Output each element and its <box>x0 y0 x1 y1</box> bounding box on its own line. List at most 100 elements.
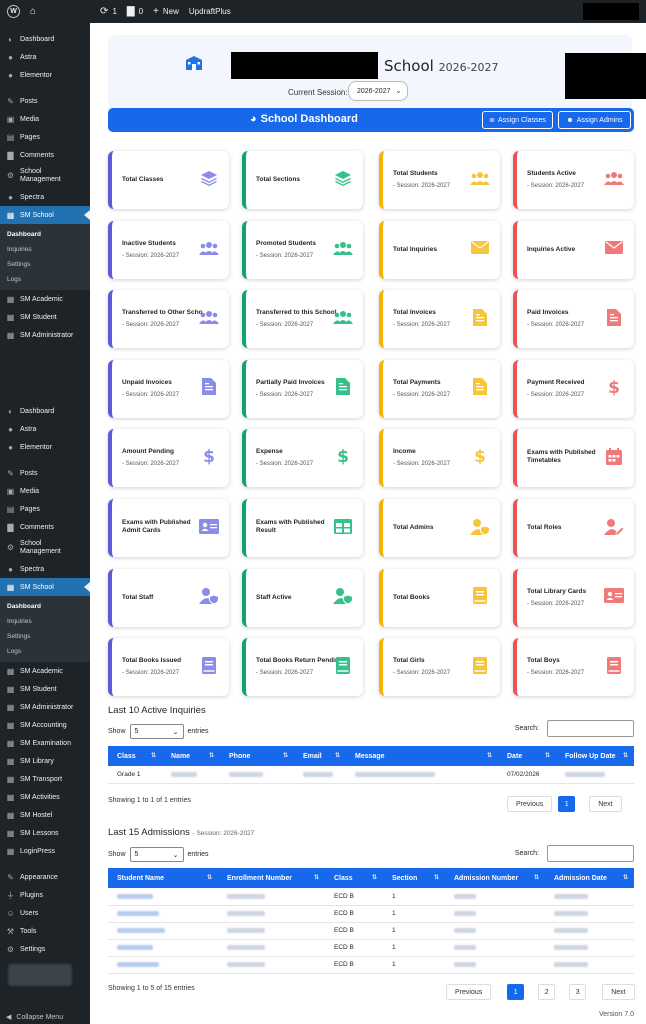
stat-card-promoted-students[interactable]: Promoted Students - Session: 2026-2027 <box>242 220 363 279</box>
column-header-class[interactable]: Class ⇅ <box>325 868 383 888</box>
sidebar-item-sm-student-2[interactable]: ▦ SM Student <box>6 684 57 694</box>
session-select[interactable]: 2026-2027 ⌄ <box>348 81 408 101</box>
sidebar-item-sm-administrator-2[interactable]: ▦ SM Administrator <box>6 702 74 712</box>
submenu-settings[interactable]: Settings <box>7 261 31 268</box>
stat-card-income[interactable]: Income - Session: 2026-2027 $ <box>379 429 500 488</box>
sidebar-item-pages[interactable]: ▤ Pages <box>6 132 40 142</box>
sidebar-item-dashboard[interactable]: ◐ Dashboard <box>0 30 90 48</box>
cell-student-name[interactable] <box>108 939 218 957</box>
stat-card-total-boys[interactable]: Total Boys - Session: 2026-2027 <box>513 638 634 697</box>
collapse-menu-button[interactable]: ◀ Collapse Menu <box>6 1013 64 1022</box>
sidebar-item-spectra[interactable]: ● Spectra <box>0 188 90 206</box>
sidebar-item-astra[interactable]: ● Astra <box>0 48 90 66</box>
sidebar-item-loginpress-2[interactable]: ▦ LoginPress <box>6 846 56 856</box>
submenu-logs-2[interactable]: Logs <box>7 648 22 655</box>
sidebar-item-sm-school-2[interactable]: ▦ SM School <box>0 578 90 596</box>
sidebar-item-sm-academic-2[interactable]: ▦ SM Academic <box>6 666 63 676</box>
stat-card-partially-paid-invoices[interactable]: Partially Paid Invoices - Session: 2026-2… <box>242 359 363 418</box>
sidebar-item-elementor-2[interactable]: ● Elementor <box>0 438 90 456</box>
sidebar-item-sm-activities-2[interactable]: ▦ SM Activities <box>6 792 60 802</box>
stat-card-total-sections[interactable]: Total Sections <box>242 151 363 209</box>
column-header-admission-date[interactable]: Admission Date ⇅ <box>545 868 634 888</box>
inquiries-search-input[interactable] <box>547 720 634 737</box>
stat-card-total-invoices[interactable]: Total Invoices - Session: 2026-2027 <box>379 290 500 349</box>
stat-card-unpaid-invoices[interactable]: Unpaid Invoices - Session: 2026-2027 <box>108 359 229 418</box>
assign-classes-button[interactable]: ≣ Assign Classes <box>482 111 553 129</box>
stat-card-transferred-to-other-scho[interactable]: Transferred to Other Scho - Session: 2026… <box>108 290 229 349</box>
stat-card-total-students[interactable]: Total Students - Session: 2026-2027 <box>379 151 500 209</box>
submenu-dashboard-2[interactable]: Dashboard <box>7 603 41 610</box>
previous-button[interactable]: Previous <box>446 984 492 1000</box>
sidebar-item-sm-accounting-2[interactable]: ▦ SM Accounting <box>6 720 67 730</box>
sidebar-item-school-management-2[interactable]: ⚙ School Management <box>6 540 61 555</box>
sidebar-item-spectra-2[interactable]: ● Spectra <box>0 560 90 578</box>
stat-card-total-classes[interactable]: Total Classes <box>108 151 229 209</box>
sidebar-item-posts-2[interactable]: ✎ Posts <box>7 468 38 478</box>
page-2-button[interactable]: 2 <box>538 984 556 1000</box>
column-header-message[interactable]: Message ⇅ <box>346 746 498 766</box>
sidebar-item-appearance[interactable]: ✎ Appearance <box>7 872 58 882</box>
sidebar-item-settings[interactable]: ⚙ Settings <box>6 944 46 954</box>
stat-card-exams-with-published-timetables[interactable]: Exams with Published Timetables <box>513 429 634 488</box>
column-header-section[interactable]: Section ⇅ <box>383 868 445 888</box>
stat-card-total-roles[interactable]: Total Roles <box>513 499 634 557</box>
comments-link[interactable]: ▇ 0 <box>126 6 144 17</box>
stat-card-total-admins[interactable]: Total Admins <box>379 499 500 557</box>
cell-student-name[interactable] <box>108 922 218 940</box>
stat-card-total-girls[interactable]: Total Girls - Session: 2026-2027 <box>379 638 500 697</box>
sidebar-item-sm-administrator[interactable]: ▦ SM Administrator <box>6 330 74 340</box>
stat-card-payment-received[interactable]: Payment Received - Session: 2026-2027 $ <box>513 359 634 418</box>
submenu-inquiries[interactable]: Inquiries <box>7 246 32 253</box>
sidebar-item-plugins[interactable]: ⏚ Plugins <box>6 890 43 900</box>
cell-student-name[interactable] <box>108 888 218 906</box>
sidebar-item-media-2[interactable]: ▣ Media <box>6 486 40 496</box>
sidebar-item-elementor[interactable]: ● Elementor <box>0 66 90 84</box>
sidebar-item-sm-lessons-2[interactable]: ▦ SM Lessons <box>6 828 59 838</box>
submenu-settings-2[interactable]: Settings <box>7 633 31 640</box>
cell-student-name[interactable] <box>108 956 218 974</box>
stat-card-exams-with-published-result[interactable]: Exams with Published Result <box>242 499 363 557</box>
column-header-class[interactable]: Class ⇅ <box>108 746 162 766</box>
column-header-admission-number[interactable]: Admission Number ⇅ <box>445 868 545 888</box>
stat-card-exams-with-published-admit-cards[interactable]: Exams with Published Admit Cards <box>108 499 229 557</box>
column-header-follow-up-date[interactable]: Follow Up Date ⇅ <box>556 746 634 766</box>
column-header-phone[interactable]: Phone ⇅ <box>220 746 294 766</box>
admissions-search-input[interactable] <box>547 845 634 862</box>
wordpress-logo-icon[interactable]: W <box>7 5 20 18</box>
stat-card-transferred-to-this-school[interactable]: Transferred to this School - Session: 202… <box>242 290 363 349</box>
stat-card-total-inquiries[interactable]: Total Inquiries <box>379 220 500 279</box>
column-header-date[interactable]: Date ⇅ <box>498 746 556 766</box>
sidebar-item-astra-2[interactable]: ● Astra <box>0 420 90 438</box>
sidebar-item-users[interactable]: ☺ Users <box>6 908 39 918</box>
page-1-button[interactable]: 1 <box>558 796 576 812</box>
stat-card-students-active[interactable]: Students Active - Session: 2026-2027 <box>513 151 634 209</box>
page-3-button[interactable]: 3 <box>569 984 587 1000</box>
stat-card-total-payments[interactable]: Total Payments - Session: 2026-2027 <box>379 359 500 418</box>
sidebar-item-comments[interactable]: ▇ Comments <box>7 150 54 160</box>
sidebar-item-tools[interactable]: ⚒ Tools <box>6 926 37 936</box>
redacted-user-account[interactable] <box>583 3 639 20</box>
sidebar-item-pages-2[interactable]: ▤ Pages <box>6 504 40 514</box>
sidebar-item-sm-examination-2[interactable]: ▦ SM Examination <box>6 738 71 748</box>
updates-link[interactable]: ⟳ 1 <box>100 6 117 17</box>
column-header-name[interactable]: Name ⇅ <box>162 746 220 766</box>
stat-card-total-staff[interactable]: Total Staff <box>108 568 229 627</box>
sidebar-item-sm-school[interactable]: ▦ SM School <box>0 206 90 224</box>
sidebar-item-sm-student[interactable]: ▦ SM Student <box>6 312 57 322</box>
sidebar-item-sm-transport-2[interactable]: ▦ SM Transport <box>6 774 63 784</box>
sidebar-item-dashboard-2[interactable]: ◐ Dashboard <box>0 402 90 420</box>
page-1-button[interactable]: 1 <box>507 984 525 1000</box>
column-header-student-name[interactable]: Student Name ⇅ <box>108 868 218 888</box>
stat-card-total-books-return-pending[interactable]: Total Books Return Pending - Session: 202… <box>242 638 363 697</box>
sidebar-item-sm-hostel-2[interactable]: ▦ SM Hostel <box>6 810 53 820</box>
admissions-entries-select[interactable]: 5 ⌄ <box>129 847 184 862</box>
submenu-inquiries-2[interactable]: Inquiries <box>7 618 32 625</box>
stat-card-inactive-students[interactable]: Inactive Students - Session: 2026-2027 <box>108 220 229 279</box>
stat-card-amount-pending[interactable]: Amount Pending - Session: 2026-2027 $ <box>108 429 229 488</box>
submenu-dashboard[interactable]: Dashboard <box>7 231 41 238</box>
stat-card-total-books[interactable]: Total Books <box>379 568 500 627</box>
sidebar-item-media[interactable]: ▣ Media <box>6 114 40 124</box>
submenu-logs[interactable]: Logs <box>7 276 22 283</box>
next-button[interactable]: Next <box>602 984 635 1000</box>
stat-card-total-books-issued[interactable]: Total Books Issued - Session: 2026-2027 <box>108 638 229 697</box>
